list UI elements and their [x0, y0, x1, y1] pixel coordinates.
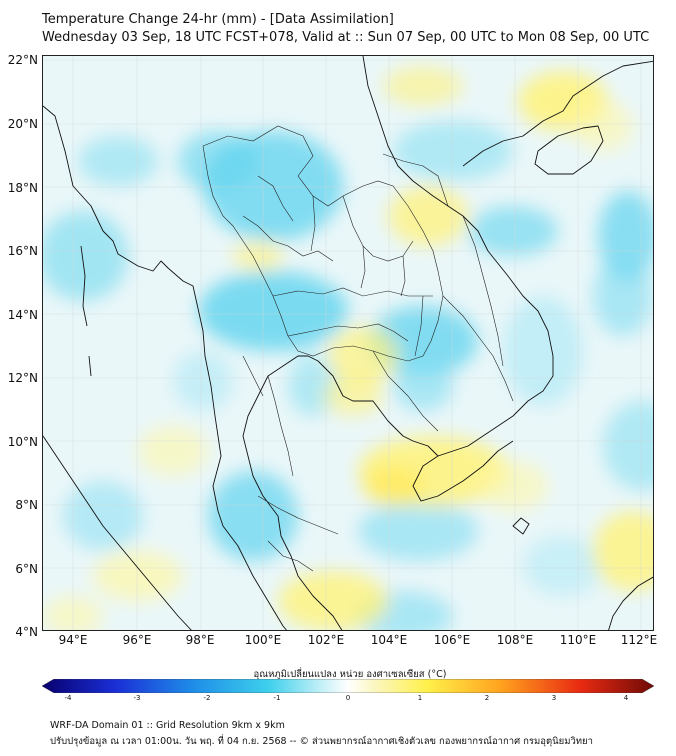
lat-label-22n: 22°N	[7, 53, 38, 67]
lat-label-16n: 16°N	[7, 244, 38, 258]
lat-label-8n: 8°N	[15, 498, 38, 512]
lon-label-102e: 102°E	[307, 633, 345, 647]
province-boundaries	[202, 125, 514, 572]
colorbar-tick-neg2: -2	[203, 694, 211, 702]
colorbar-label: อุณหภูมิเปลี่ยนแปลง หน่วย องศาเซลเซียส (…	[253, 669, 447, 680]
map-title: Temperature Change 24-hr (mm) - [Data As…	[42, 12, 394, 27]
colorbar-tick-1: 1	[417, 694, 423, 702]
lat-label-12n: 12°N	[7, 371, 38, 385]
map-subtitle: Wednesday 03 Sep, 18 UTC FCST+078, Valid…	[42, 30, 650, 45]
lat-label-14n: 14°N	[7, 308, 38, 322]
lat-label-4n: 4°N	[15, 625, 38, 639]
lon-label-110e: 110°E	[559, 633, 597, 647]
colorbar-tick-2: 2	[484, 694, 490, 702]
lon-label-108e: 108°E	[496, 633, 534, 647]
lon-label-96e: 96°E	[122, 633, 152, 647]
lon-label-112e: 112°E	[620, 633, 658, 647]
lon-label-94e: 94°E	[58, 633, 88, 647]
lat-label-10n: 10°N	[7, 435, 38, 449]
temperature-change-map	[43, 56, 653, 630]
lon-label-104e: 104°E	[370, 633, 408, 647]
colorbar-tick-neg3: -3	[133, 694, 141, 702]
update-credit: ปรับปรุงข้อมูล ณ เวลา 01:00น. วัน พฤ. ที…	[50, 736, 593, 747]
graticule	[43, 56, 653, 630]
colorbar-tick-neg1: -1	[273, 694, 281, 702]
map-panel[interactable]	[42, 55, 654, 631]
lon-label-106e: 106°E	[433, 633, 471, 647]
lat-label-18n: 18°N	[7, 181, 38, 195]
colorbar	[42, 679, 654, 693]
colorbar-tick-neg4: -4	[64, 694, 72, 702]
lat-label-6n: 6°N	[15, 562, 38, 576]
colorbar-tick-0: 0	[345, 694, 351, 702]
lon-label-100e: 100°E	[244, 633, 282, 647]
colorbar-tick-4: 4	[623, 694, 629, 702]
lon-label-98e: 98°E	[185, 633, 215, 647]
coastlines	[43, 56, 653, 630]
lat-label-20n: 20°N	[7, 117, 38, 131]
model-info: WRF-DA Domain 01 :: Grid Resolution 9km …	[50, 720, 285, 731]
colorbar-tick-3: 3	[551, 694, 557, 702]
temperature-field	[43, 66, 653, 630]
